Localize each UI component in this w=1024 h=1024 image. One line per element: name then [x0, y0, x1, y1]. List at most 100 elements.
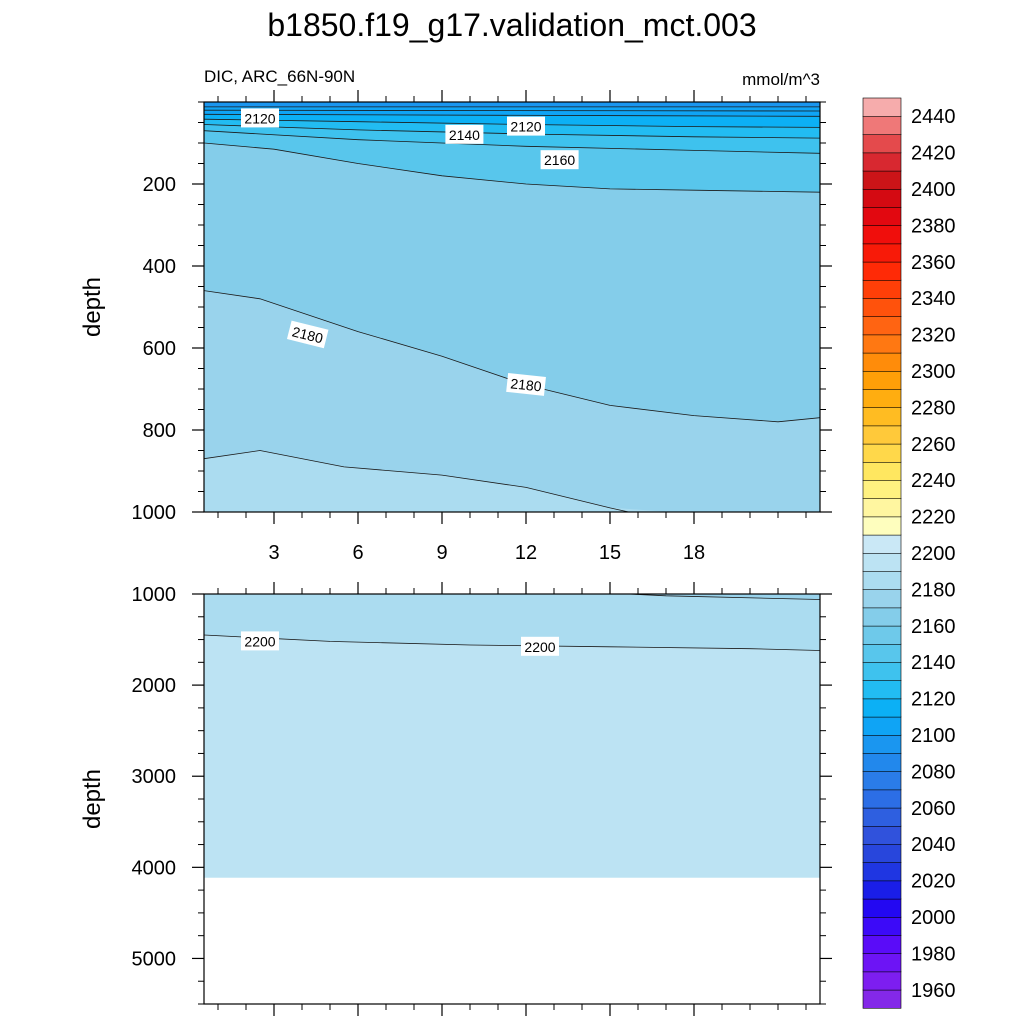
colorbar-box: [862, 407, 902, 427]
colorbar-label: 2060: [911, 798, 956, 820]
colorbar-box: [862, 989, 902, 1009]
contour-line: [204, 545, 820, 574]
colorbar-box: [862, 716, 902, 736]
colorbar-box: [862, 661, 902, 682]
colorbar-box: [862, 297, 902, 318]
colorbar-box: [862, 316, 902, 336]
contour-label-text: 2120: [244, 110, 275, 126]
x-tick-label: 3: [268, 542, 279, 564]
colorbar-box: [862, 898, 902, 918]
colorbar-label: 2080: [911, 761, 956, 783]
upper-contour-fills: [204, 102, 820, 512]
x-tick-label: 12: [515, 542, 537, 564]
contour-label-box: [540, 150, 579, 170]
x-tick-label: 6: [352, 542, 363, 564]
contour-label-text: 2200: [244, 633, 275, 649]
lower-frame: [203, 593, 821, 1005]
colorbar-box: [862, 134, 902, 154]
upper-axes: 200 400 600 800 1000: [132, 90, 832, 524]
units-string: mmol/m^3: [742, 70, 820, 89]
upper-contour-labels: 2120 2140 2120 2160 2180 2180: [241, 108, 579, 396]
contour-label-text: 2180: [510, 375, 543, 394]
colorbar-box: [862, 170, 902, 190]
lower-band: [204, 594, 820, 595]
y-tick-label: 200: [143, 174, 176, 196]
contour-label-box: [241, 631, 279, 651]
colorbar-box: [862, 552, 902, 572]
contour-label-box: [445, 124, 484, 144]
colorbar-box: [862, 534, 902, 554]
lower-contour-labels: 2200 2200: [241, 631, 559, 656]
colorbar-box: [862, 243, 902, 263]
colorbar-box: [862, 971, 902, 991]
y-tick-label: 4000: [132, 857, 177, 879]
colorbar-label: 1980: [911, 943, 956, 965]
colorbar-label: 2120: [911, 689, 956, 711]
y-tick-label: 1000: [132, 502, 177, 524]
contour-line: [204, 142, 820, 193]
y-tick-label: 5000: [132, 948, 177, 970]
contour-line: [620, 594, 820, 600]
colorbar-box: [862, 698, 902, 718]
colorbar-label: 2140: [911, 652, 956, 674]
colorbar-box: [862, 589, 902, 609]
colorbar-box: [862, 425, 902, 445]
contour-label-box: [286, 320, 329, 349]
colorbar-label: 2380: [911, 215, 956, 237]
colorbar-box: [862, 607, 902, 627]
colorbar-label: 2200: [911, 543, 956, 565]
lower-contour-fills: [204, 594, 820, 878]
contour-line: [204, 450, 631, 512]
colorbar-box: [862, 752, 902, 773]
x-tick-label: 9: [436, 542, 447, 564]
colorbar-label: 2020: [911, 871, 956, 893]
colorbar-box: [862, 570, 902, 591]
upper-band: [204, 102, 820, 108]
colorbar-box: [862, 734, 902, 754]
colorbar-box: [862, 225, 902, 245]
contour-label-box: [521, 636, 559, 656]
colorbar-box: [862, 643, 902, 663]
colorbar-box: [862, 625, 902, 645]
colorbar-box: [862, 953, 902, 973]
colorbar-box: [862, 479, 902, 500]
upper-panel: 2120 2140 2120 2160 2180 2180 200 400 600 800 100…: [79, 90, 832, 524]
contour-label-text: 2180: [291, 323, 325, 346]
colorbar: 1960 1980 2000 2020 2040 2060 2080 2100 2120 2140…: [862, 97, 956, 1009]
colorbar-box: [862, 789, 902, 809]
colorbar-label: 1960: [911, 980, 956, 1002]
colorbar-box: [862, 115, 902, 135]
colorbar-box: [862, 880, 902, 900]
colorbar-label: 2220: [911, 507, 956, 529]
colorbar-label: 2440: [911, 106, 956, 128]
contour-label-text: 2160: [544, 152, 575, 168]
contour-line: [204, 512, 820, 523]
left-string: DIC, ARC_66N-90N: [204, 67, 355, 86]
colorbar-label: 2260: [911, 434, 956, 456]
colorbar-box: [862, 461, 902, 481]
colorbar-label: 2040: [911, 834, 956, 856]
contour-label-text: 2120: [510, 119, 541, 135]
colorbar-box: [862, 843, 902, 864]
colorbar-box: [862, 370, 902, 390]
colorbar-box: [862, 206, 902, 226]
colorbar-label: 2340: [911, 288, 956, 310]
colorbar-box: [862, 443, 902, 463]
contour-label-box: [241, 108, 279, 128]
contour-label-box: [506, 372, 546, 396]
colorbar-box: [862, 334, 902, 354]
contour-label-text: 2200: [524, 639, 555, 655]
contour-line: [204, 130, 820, 154]
colorbar-label: 2300: [911, 361, 956, 383]
colorbar-box: [862, 188, 902, 208]
x-tick-label: 18: [683, 542, 705, 564]
lower-band: [204, 634, 820, 878]
colorbar-box: [862, 916, 902, 936]
colorbar-box: [862, 807, 902, 827]
colorbar-box: [862, 771, 902, 791]
colorbar-label: 2360: [911, 252, 956, 274]
contour-label: 2120: [507, 116, 545, 136]
colorbar-box: [862, 279, 902, 299]
colorbar-box: [862, 680, 902, 700]
